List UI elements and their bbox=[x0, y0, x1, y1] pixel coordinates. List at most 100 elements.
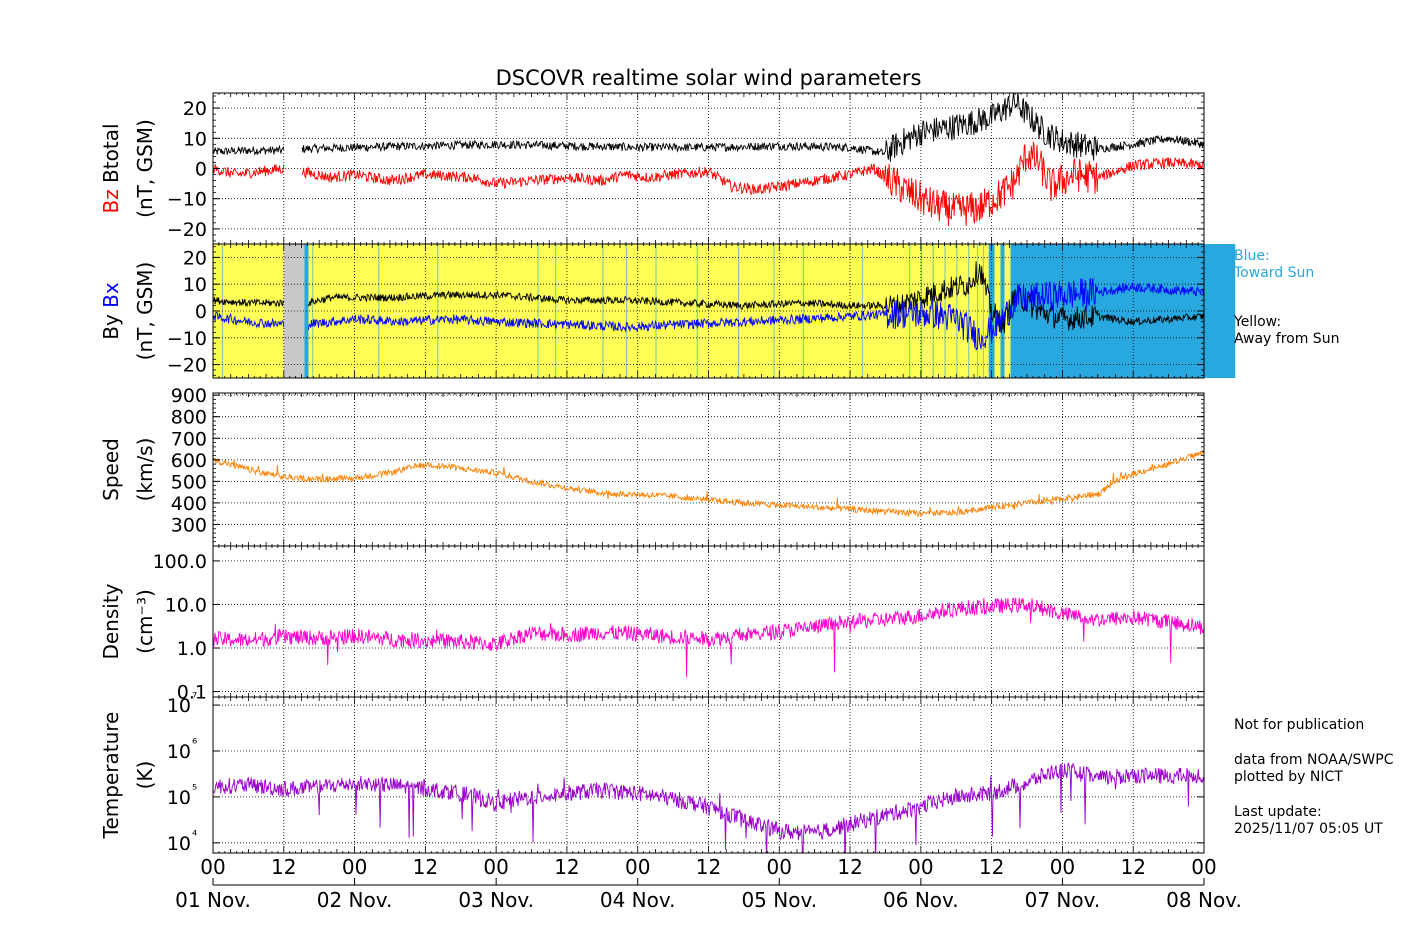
x-tick-label: 12 bbox=[1120, 855, 1145, 879]
sector-stripe bbox=[802, 244, 805, 378]
x-tick-label: 00 bbox=[908, 855, 933, 879]
date-label: 08 Nov. bbox=[1166, 888, 1242, 912]
y-tick-label: 600 bbox=[171, 450, 207, 472]
x-tick-label: 00 bbox=[625, 855, 650, 879]
y-tick-label: 10 bbox=[167, 741, 191, 763]
y-tick-label: 20 bbox=[183, 98, 207, 120]
y-tick-label: 800 bbox=[171, 407, 207, 429]
date-label: 03 Nov. bbox=[458, 888, 534, 912]
y-tick-label-exponent: ⁵ bbox=[192, 783, 197, 798]
x-tick-label: 12 bbox=[271, 855, 296, 879]
y-axis-label-part: Btotal bbox=[99, 123, 123, 189]
y-tick-label: 0 bbox=[195, 159, 207, 181]
sector-stripe bbox=[773, 244, 775, 378]
y-tick-label-exponent: ⁷ bbox=[192, 691, 197, 706]
y-tick-label: 10.0 bbox=[165, 594, 207, 616]
panel-btotal-bz: 20 10 0 −10 −20 Bz Btotal (nT, GSM) bbox=[99, 92, 1205, 245]
date-label: 02 Nov. bbox=[317, 888, 393, 912]
y-tick-label: 20 bbox=[183, 247, 207, 269]
y-axis-label: Bz Btotal bbox=[99, 123, 123, 213]
series-line-temperature bbox=[213, 762, 1204, 853]
sector-stripe bbox=[696, 244, 698, 378]
not-for-publication-note: Not for publication bbox=[1234, 717, 1365, 733]
y-tick-label: 10 bbox=[167, 695, 191, 717]
legend-blue-label: Blue: bbox=[1234, 248, 1270, 264]
x-tick-label: 00 bbox=[342, 855, 367, 879]
y-axis-label: By Bx bbox=[99, 282, 123, 340]
y-tick-label: 400 bbox=[171, 493, 207, 515]
sector-stripe bbox=[982, 244, 984, 378]
y-tick-label: 0.1 bbox=[177, 682, 207, 704]
x-tick-label: 12 bbox=[837, 855, 862, 879]
series-line-density bbox=[213, 597, 1204, 678]
panel-by-bx: 20 10 0 −10 −20 By Bx (nT, GSM) bbox=[99, 243, 1236, 379]
panel-density: 100.0 10.0 1.0 0.1 Density (cm⁻³) bbox=[99, 545, 1205, 704]
sector-stripe bbox=[655, 244, 657, 378]
date-label: 06 Nov. bbox=[883, 888, 959, 912]
y-tick-label-exponent: ⁴ bbox=[192, 829, 197, 844]
x-tick-label: 00 bbox=[483, 855, 508, 879]
y-tick-label: 10 bbox=[167, 833, 191, 855]
y-tick-label: 0 bbox=[195, 301, 207, 323]
y-tick-label: 10 bbox=[183, 128, 207, 150]
x-tick-label: 00 bbox=[1191, 855, 1216, 879]
y-tick-label: 300 bbox=[171, 514, 207, 536]
series-group bbox=[213, 261, 1204, 351]
y-axis-units: (nT, GSM) bbox=[133, 262, 157, 361]
y-axis-label: Temperature bbox=[99, 712, 123, 840]
date-label: 04 Nov. bbox=[600, 888, 676, 912]
last-update-label: Last update: bbox=[1234, 804, 1322, 820]
sector-stripe bbox=[976, 244, 979, 378]
last-update-value: 2025/11/07 05:05 UT bbox=[1234, 821, 1383, 837]
sector-stripe bbox=[968, 244, 970, 378]
y-axis-label-part: Temperature bbox=[99, 712, 123, 840]
sector-stripe bbox=[537, 244, 539, 378]
x-tick-label: 00 bbox=[767, 855, 792, 879]
x-tick-label: 12 bbox=[979, 855, 1004, 879]
y-axis-label: Density bbox=[99, 583, 123, 659]
y-axis-label-part: Density bbox=[99, 583, 123, 659]
y-tick-label: −20 bbox=[167, 219, 207, 241]
y-tick-label: 10 bbox=[167, 787, 191, 809]
sector-stripe bbox=[437, 244, 439, 378]
sector-stripe bbox=[625, 244, 628, 378]
y-tick-label: 500 bbox=[171, 471, 207, 493]
date-label: 01 Nov. bbox=[175, 888, 251, 912]
y-tick-label: −10 bbox=[167, 189, 207, 211]
legend-blue-desc: Toward Sun bbox=[1234, 265, 1315, 281]
x-tick-label: 00 bbox=[200, 855, 225, 879]
x-tick-label: 12 bbox=[413, 855, 438, 879]
y-tick-label: 700 bbox=[171, 428, 207, 450]
x-tick-label: 12 bbox=[696, 855, 721, 879]
x-tick-label: 00 bbox=[1050, 855, 1075, 879]
legend-yellow-desc: Away from Sun bbox=[1234, 331, 1340, 347]
y-axis-units: (km/s) bbox=[133, 438, 157, 502]
plotted-by-note: plotted by NICT bbox=[1234, 769, 1343, 785]
series-line-bx bbox=[213, 277, 1204, 351]
series-group bbox=[213, 450, 1204, 518]
date-label: 07 Nov. bbox=[1025, 888, 1101, 912]
y-tick-label-exponent: ⁶ bbox=[192, 737, 197, 752]
y-axis-label-part: Bx bbox=[99, 282, 123, 314]
y-axis-label-part: Speed bbox=[99, 438, 123, 501]
series-line-by bbox=[213, 261, 1204, 334]
legend-yellow-label: Yellow: bbox=[1234, 314, 1282, 330]
y-tick-label: 1.0 bbox=[177, 638, 207, 660]
y-tick-label: −20 bbox=[167, 355, 207, 377]
sector-band bbox=[213, 244, 284, 378]
series-line-btotal bbox=[213, 93, 1204, 162]
series-group bbox=[213, 762, 1204, 853]
sector-stripe bbox=[861, 244, 864, 378]
y-axis-label: Speed bbox=[99, 438, 123, 501]
y-axis-label-part: By bbox=[99, 314, 123, 340]
chart-title: DSCOVR realtime solar wind parameters bbox=[495, 66, 922, 90]
y-tick-label: −10 bbox=[167, 328, 207, 350]
y-axis-label-part: Bz bbox=[99, 189, 123, 213]
y-tick-label: 10 bbox=[183, 274, 207, 296]
y-tick-label: 900 bbox=[171, 385, 207, 407]
sector-stripe bbox=[602, 244, 604, 378]
y-axis-units: (K) bbox=[133, 761, 157, 790]
